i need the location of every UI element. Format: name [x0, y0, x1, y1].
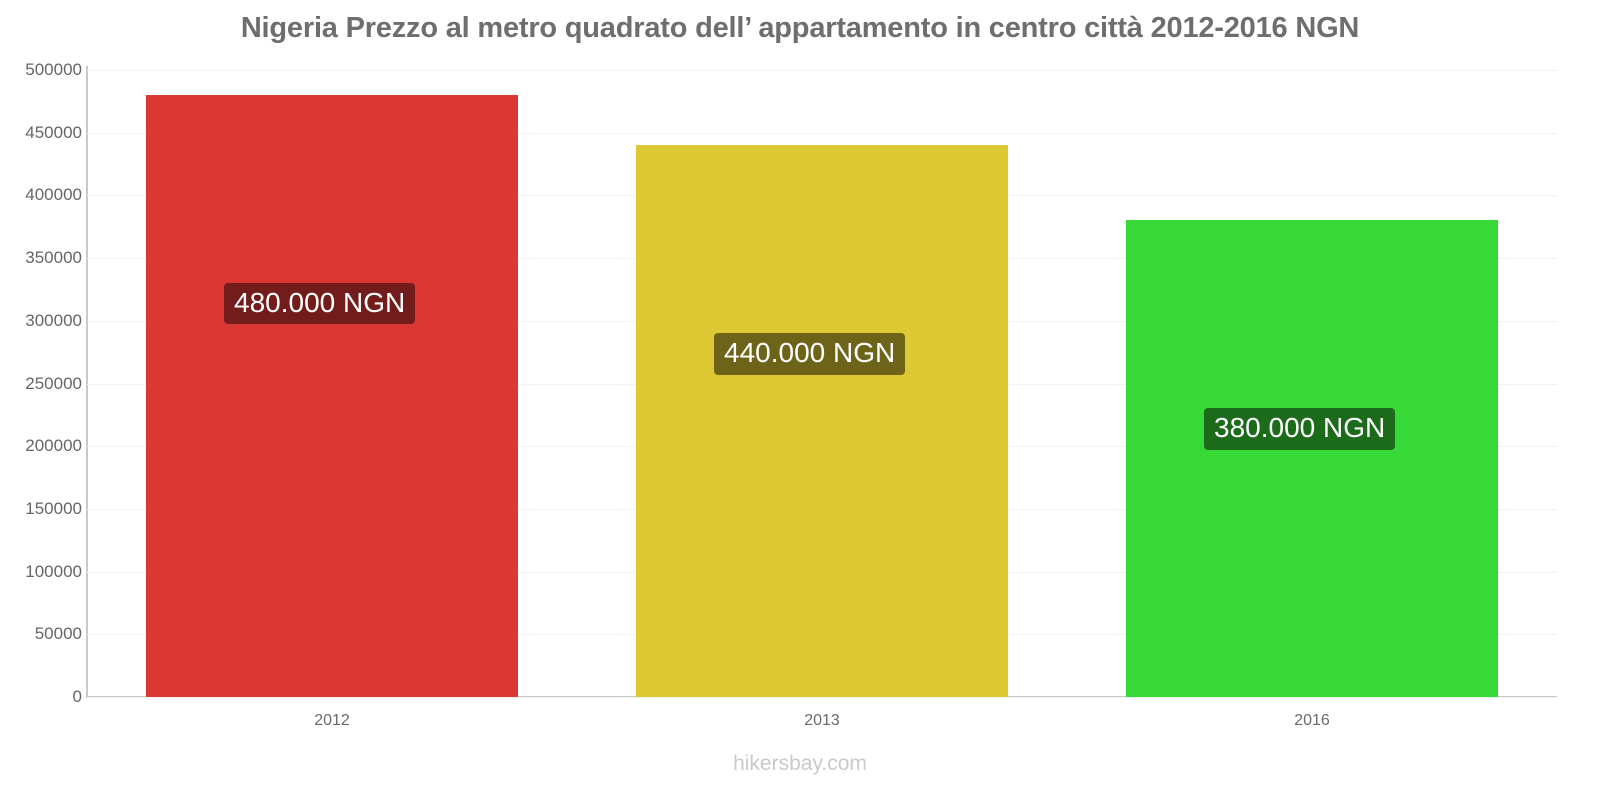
bar[interactable]	[146, 95, 518, 697]
bar-value-label: 440.000 NGN	[714, 333, 906, 375]
y-axis-tick-label: 350000	[25, 248, 82, 268]
x-axis-tick-label: 2013	[804, 712, 840, 729]
bar-value-label: 480.000 NGN	[224, 283, 416, 325]
y-axis-tick-label: 0	[72, 687, 82, 706]
plot-area: 480.000 NGN 440.000 NGN 380.000 NGN	[87, 70, 1557, 698]
y-axis-tick-label: 500000	[25, 60, 82, 79]
bar-value-label: 380.000 NGN	[1204, 408, 1396, 450]
y-axis-line	[86, 66, 88, 698]
x-axis-tick-label: 2012	[314, 712, 350, 729]
y-axis-tick-label: 50000	[34, 624, 82, 644]
gridline	[87, 132, 1557, 134]
y-axis-tick-label: 300000	[25, 310, 82, 330]
bar[interactable]	[636, 145, 1008, 697]
y-axis-tick-label: 200000	[25, 436, 82, 456]
y-axis-tick-label: 450000	[25, 122, 82, 142]
source-watermark: hikersbay.com	[733, 752, 867, 775]
bar[interactable]	[1126, 220, 1498, 697]
y-axis-tick-label: 150000	[25, 498, 82, 518]
chart-title: Nigeria Prezzo al metro quadrato dell’ a…	[240, 12, 1360, 44]
y-axis-tick-label: 250000	[25, 373, 82, 393]
y-axis-tick-label: 100000	[25, 561, 82, 581]
x-axis-tick-label: 2016	[1294, 712, 1330, 729]
y-axis-tick-label: 400000	[25, 185, 82, 205]
gridline	[87, 70, 1557, 71]
gridline	[87, 697, 1557, 698]
